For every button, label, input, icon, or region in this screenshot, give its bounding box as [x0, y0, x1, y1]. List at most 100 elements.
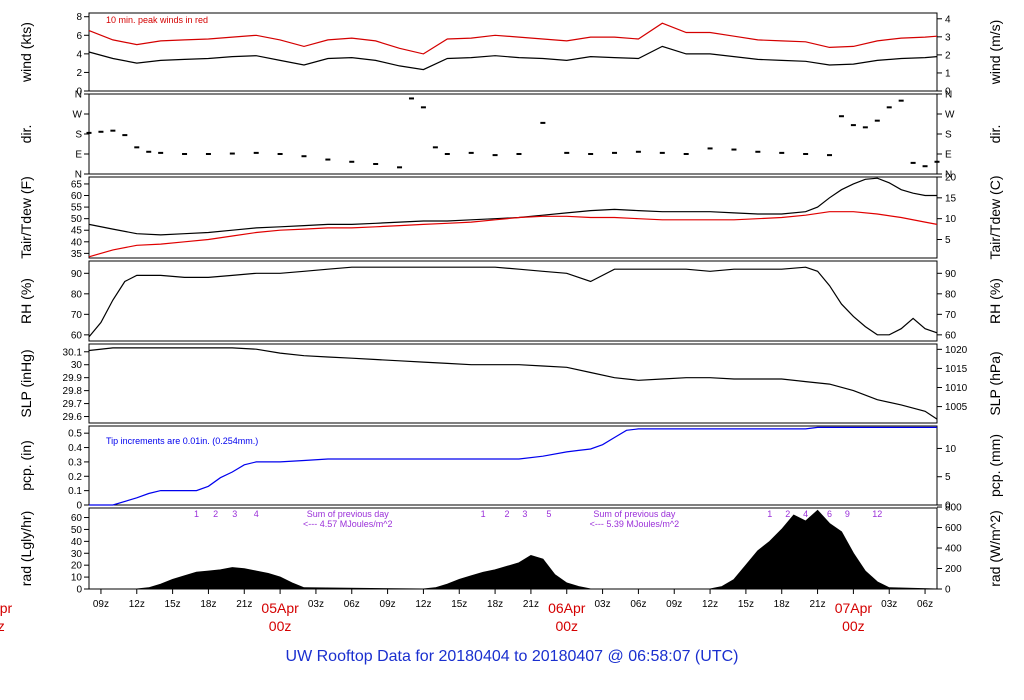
dir-left-axis-title: dir.: [18, 125, 34, 144]
rad-hour-mark: 5: [546, 509, 551, 519]
rad-hour-mark: 4: [803, 509, 808, 519]
rad-hour-mark: 2: [213, 509, 218, 519]
rh-left-tick-label: 70: [71, 310, 83, 321]
dir-point: [158, 151, 164, 154]
dir-point: [122, 134, 128, 137]
rh-right-tick-label: 80: [945, 289, 957, 300]
wind-peak-annotation: 10 min. peak winds in red: [106, 15, 208, 25]
x-tick-label: 09z: [666, 599, 682, 610]
dir-point: [659, 151, 665, 154]
rad-right-tick-label: 800: [945, 503, 962, 514]
dir-point: [874, 119, 880, 122]
x-tick-label: 18z: [487, 599, 503, 610]
rh-right-axis-title: RH (%): [987, 278, 1003, 324]
pcp-panel-frame: [88, 425, 938, 506]
x-tick-label: 15z: [738, 599, 754, 610]
dir-point: [86, 131, 92, 134]
dir-point: [134, 146, 140, 149]
dir-point: [325, 158, 331, 161]
rad-area-series: [89, 509, 938, 590]
dir-right-tick-label: W: [945, 110, 955, 121]
x-day-hour-label: 00z: [269, 618, 292, 634]
rad-left-tick-label: 10: [71, 573, 83, 584]
temp-left-tick-label: 35: [71, 249, 83, 260]
dir-point: [444, 153, 450, 155]
pcp-tip-annotation: Tip increments are 0.01in. (0.254mm.): [106, 436, 258, 446]
slp-left-tick-label: 30.1: [63, 347, 83, 358]
wind-left-axis-title: wind (kts): [18, 22, 34, 83]
slp-left-tick-label: 29.8: [63, 386, 83, 397]
rad-left-tick-label: 0: [76, 585, 82, 596]
dir-point: [898, 99, 904, 102]
slp-left-tick-label: 29.7: [63, 399, 83, 410]
temp-left-tick-label: 45: [71, 226, 83, 237]
pcp-line-series-1: [89, 426, 937, 506]
rh-right-tick-label: 90: [945, 269, 957, 280]
rad-hour-mark: 12: [872, 509, 882, 519]
slp-right-tick-label: 1005: [945, 402, 968, 413]
x-tick-label: 21z: [523, 599, 539, 610]
x-tick-label: 12z: [702, 599, 718, 610]
dir-point: [886, 106, 892, 109]
wind-left-tick-label: 0: [76, 87, 82, 98]
dir-point: [516, 153, 522, 155]
dir-point: [397, 166, 403, 169]
x-tick-label: 12z: [129, 599, 145, 610]
rh-panel-frame: [88, 260, 938, 342]
dir-panel-frame: [88, 93, 938, 175]
x-tick-label: 18z: [774, 599, 790, 610]
wind-left-tick-label: 6: [76, 31, 82, 42]
x-day-label: 04Apr: [0, 600, 12, 616]
pcp-left-tick-label: 0.2: [68, 472, 82, 483]
rh-left-tick-label: 80: [71, 289, 83, 300]
dir-point: [707, 147, 713, 150]
temp-right-tick-label: 20: [945, 173, 957, 184]
x-tick-label: 03z: [595, 599, 611, 610]
dir-right-tick-label: N: [945, 90, 952, 101]
temp-left-tick-label: 65: [71, 179, 83, 190]
x-tick-label: 06z: [917, 599, 933, 610]
dir-point: [468, 151, 474, 154]
rad-hour-mark: 2: [505, 509, 510, 519]
x-day-label: 06Apr: [548, 600, 586, 616]
rad-hour-mark: 4: [254, 509, 259, 519]
pcp-left-tick-label: 0.1: [68, 486, 82, 497]
rad-right-tick-label: 600: [945, 523, 962, 534]
dir-point: [779, 151, 785, 154]
x-tick-label: 15z: [451, 599, 467, 610]
temp-left-tick-label: 55: [71, 203, 83, 214]
x-tick-label: 06z: [344, 599, 360, 610]
dir-point: [838, 115, 844, 118]
x-tick-label: 21z: [236, 599, 252, 610]
wind-right-tick-label: 3: [945, 32, 951, 43]
wind-left-tick-label: 4: [76, 49, 82, 60]
dir-point: [934, 160, 940, 163]
pcp-left-tick-label: 0: [76, 501, 82, 512]
rh-right-tick-label: 70: [945, 310, 957, 321]
rad-left-axis-title: rad (Lgly/hr): [18, 511, 34, 586]
slp-left-axis-title: SLP (inHg): [18, 349, 34, 417]
rad-right-tick-label: 400: [945, 544, 962, 555]
rad-right-axis-title: rad (W/m^2): [987, 510, 1003, 587]
dir-left-tick-label: W: [73, 110, 83, 121]
slp-left-tick-label: 30: [71, 360, 83, 371]
temp-panel-frame: [88, 176, 938, 259]
x-tick-label: 09z: [93, 599, 109, 610]
dir-point: [373, 163, 379, 165]
x-tick-label: 21z: [810, 599, 826, 610]
pcp-left-tick-label: 0.5: [68, 429, 82, 440]
dir-point: [922, 165, 928, 168]
dir-right-tick-label: S: [945, 130, 952, 141]
temp-right-tick-label: 15: [945, 193, 957, 204]
rad-left-tick-label: 30: [71, 549, 83, 560]
slp-right-tick-label: 1015: [945, 364, 968, 375]
x-tick-label: 03z: [881, 599, 897, 610]
chart-title: UW Rooftop Data for 20180404 to 20180407…: [285, 648, 739, 665]
rad-hour-mark: 1: [767, 509, 772, 519]
wind-panel-frame: [88, 12, 938, 92]
temp-right-tick-label: 10: [945, 214, 957, 225]
rh-line-series-1: [88, 266, 938, 338]
dir-right-axis-title: dir.: [987, 125, 1003, 144]
dir-point: [612, 151, 618, 154]
